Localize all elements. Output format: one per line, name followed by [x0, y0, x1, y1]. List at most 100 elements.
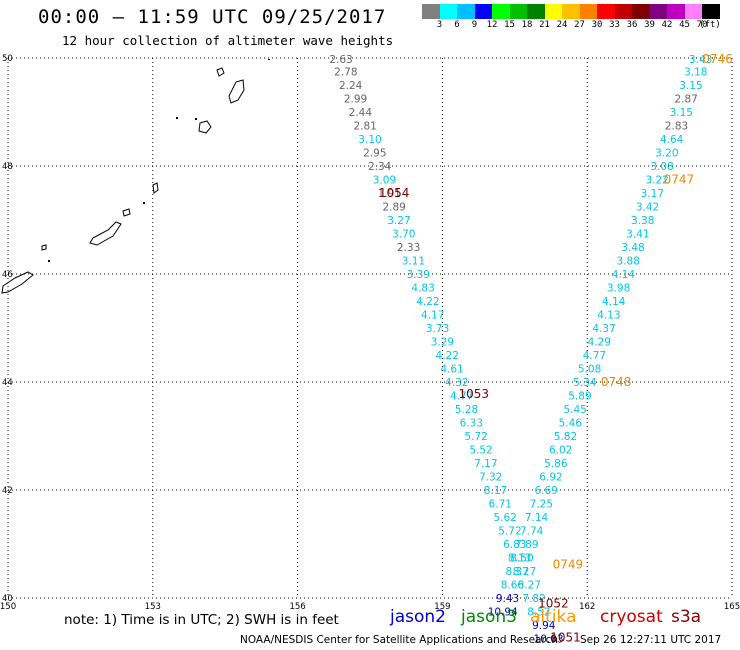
scale-swatch — [457, 4, 475, 19]
wave-height-value: 10.94 — [488, 607, 518, 619]
wave-height-value: 4.22 — [436, 350, 459, 362]
wave-height-value: 4.22 — [416, 296, 439, 308]
pass-time-label: 0747 — [664, 173, 695, 187]
pass-time-label: 0748 — [601, 375, 632, 389]
wave-height-value: 5.34 — [573, 377, 597, 389]
scale-label: 45 — [679, 20, 690, 30]
wave-height-value: 3.27 — [387, 215, 410, 227]
wave-height-value: 8.27 — [518, 580, 541, 592]
scale-swatch — [579, 4, 597, 19]
scale-swatch — [527, 4, 545, 19]
wave-height-value: 4.32 — [445, 377, 468, 389]
wave-height-value: 2.24 — [339, 80, 363, 92]
graticule — [7, 57, 733, 599]
wave-height-value: 5.82 — [554, 431, 577, 443]
wave-height-value: 3.11 — [402, 256, 425, 268]
coastline — [1, 67, 245, 294]
axis-tick-labels: 150 153 156 159 162 165 50 48 46 44 42 40 — [0, 54, 740, 612]
scale-label: 18 — [521, 20, 533, 30]
wave-height-value: 4.14 — [612, 269, 636, 281]
wave-height-value: 2.89 — [382, 202, 405, 214]
wave-height-value: 6.33 — [460, 418, 483, 430]
lat-tick-label: 50 — [2, 54, 13, 64]
color-scale — [422, 4, 720, 19]
wave-height-value: 4.61 — [440, 364, 463, 376]
wave-height-value: 8.52 — [527, 607, 550, 619]
wave-height-value: 5.72 — [498, 526, 521, 538]
wave-height-value: 5.52 — [469, 445, 492, 457]
generation-timestamp: Sep 26 12:27:11 UTC 2017 — [580, 634, 722, 646]
time-labels: 1054 1053 1052 1051 0746 0747 0748 0749 — [379, 52, 733, 644]
pass-time-label: 1054 — [379, 186, 410, 200]
coast-kuril-2 — [228, 79, 245, 104]
wave-height-value: 3.22 — [645, 175, 668, 187]
wave-height-value: 8.17 — [484, 485, 507, 497]
wave-height-value: 5.45 — [563, 404, 586, 416]
wave-height-value: 5.86 — [544, 458, 568, 470]
lat-tick-label: 48 — [2, 162, 13, 172]
wave-height-value: 6.83 — [503, 539, 526, 551]
wave-height-value: 2.83 — [665, 121, 688, 133]
islet — [48, 260, 50, 262]
wave-height-value: 5.62 — [493, 512, 516, 524]
lon-tick-label: 159 — [434, 602, 450, 612]
lon-tick-label: 153 — [145, 602, 161, 612]
scale-label: 9 — [471, 20, 478, 30]
wave-height-value: 7.32 — [479, 472, 502, 484]
scale-swatch — [649, 4, 667, 19]
wave-height-value: 3.73 — [426, 323, 449, 335]
wave-height-value: 5.46 — [559, 418, 583, 430]
wave-height-value: 8.13 — [508, 553, 531, 565]
wave-height-value: 4.37 — [592, 323, 615, 335]
wave-height-value: 5.08 — [578, 364, 601, 376]
scale-swatch — [474, 4, 492, 19]
credit-text: NOAA/NESDIS Center for Satellite Applica… — [240, 634, 558, 646]
satellite-legend-s3a: s3a — [671, 607, 702, 627]
scale-label: 6 — [454, 20, 460, 30]
wave-height-value: 3.48 — [621, 242, 644, 254]
satellite-legend-jason2: jason2 — [390, 607, 446, 627]
scale-label: 33 — [609, 20, 620, 30]
wave-height-value: 7.17 — [474, 458, 497, 470]
wave-height-value: 4.64 — [660, 134, 684, 146]
wave-height-value: 2.78 — [334, 67, 357, 79]
lon-tick-label: 150 — [0, 602, 16, 612]
wave-height-value: 9.43 — [496, 593, 519, 605]
lon-tick-label: 162 — [579, 602, 595, 612]
wave-height-value: 3.10 — [358, 134, 381, 146]
wave-height-value: 2.95 — [363, 148, 386, 160]
scale-swatch — [439, 4, 457, 19]
wave-height-value: 3.15 — [670, 107, 693, 119]
scale-swatch — [422, 4, 440, 19]
wave-height-value: 3.09 — [373, 175, 396, 187]
wave-height-value: 3.41 — [626, 229, 649, 241]
scale-label: 27 — [574, 20, 585, 30]
wave-height-value: 4.83 — [411, 283, 434, 295]
chart-title: 00:00 — 11:59 UTC 09/25/2017 — [38, 6, 387, 28]
satellite-legend-jason3: jason3 — [461, 607, 517, 627]
pass-time-label: 1053 — [458, 387, 489, 401]
wave-height-value: 3.38 — [631, 215, 654, 227]
wave-height-value: 4.17 — [421, 310, 444, 322]
small-islands — [48, 59, 270, 262]
wave-height-value: 3.88 — [617, 256, 640, 268]
wave-height-value: 7.89 — [515, 539, 538, 551]
scale-swatch — [702, 4, 720, 19]
scale-label: 39 — [644, 20, 655, 30]
wave-height-value: 2.99 — [344, 94, 367, 106]
satellite-legend-altika: altika — [530, 607, 577, 627]
wave-height-value: 2.81 — [353, 121, 376, 133]
scale-swatch — [562, 4, 580, 19]
lon-tick-label: 165 — [724, 602, 740, 612]
footer-note: note: 1) Time is in UTC; 2) SWH is in fe… — [64, 612, 339, 628]
wave-height-value: 3.42 — [636, 202, 659, 214]
wave-height-value: 8.27 — [513, 566, 536, 578]
wave-height-value: 10.03 — [534, 634, 564, 646]
islet — [195, 118, 197, 120]
coast-kuril-3 — [198, 120, 212, 134]
wave-height-value: 7.14 — [525, 512, 549, 524]
scale-label: 3 — [436, 20, 443, 30]
pass-time-label: 1052 — [538, 596, 569, 610]
coast-kuril-7 — [41, 244, 47, 251]
wave-height-value: 4.14 — [602, 296, 626, 308]
